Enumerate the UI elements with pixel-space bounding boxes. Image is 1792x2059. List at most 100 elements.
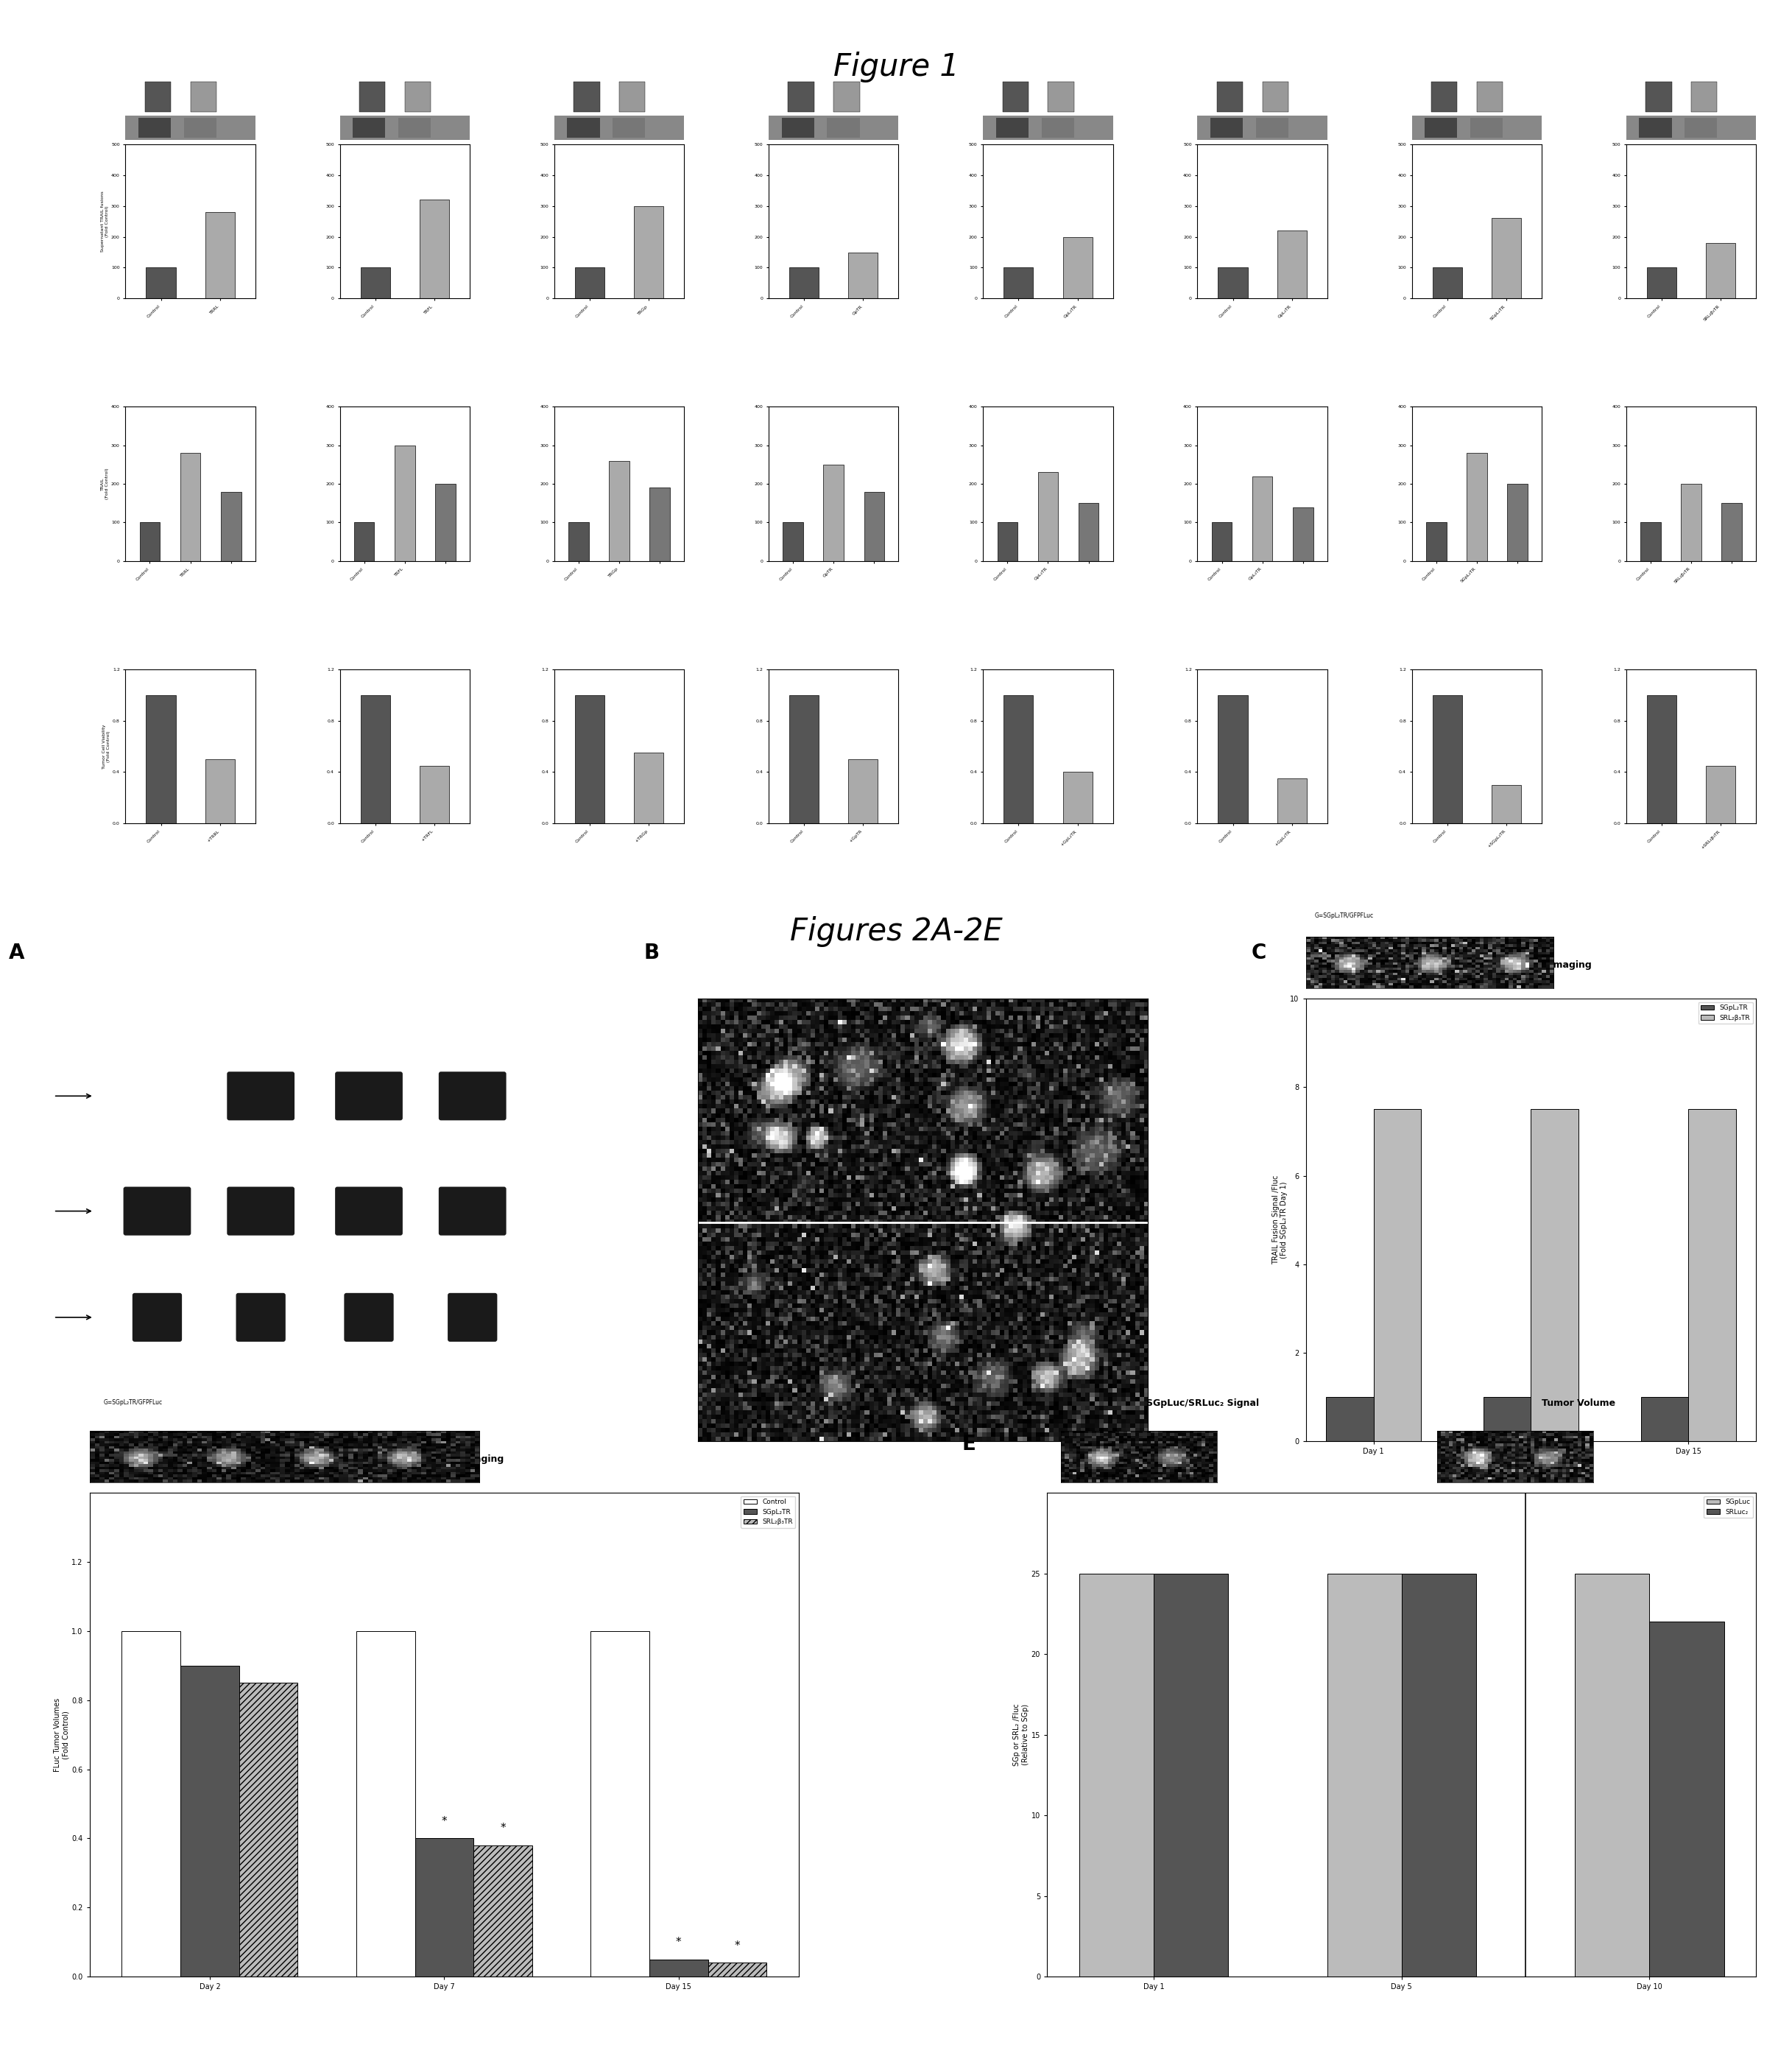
FancyBboxPatch shape [228, 1186, 294, 1235]
Bar [405, 82, 430, 111]
FancyBboxPatch shape [335, 1186, 403, 1235]
FancyBboxPatch shape [448, 1293, 496, 1342]
Bar [824, 465, 844, 560]
Bar [145, 82, 170, 111]
Bar [1432, 694, 1462, 824]
Bar [1278, 231, 1306, 299]
Bar [353, 117, 385, 138]
FancyBboxPatch shape [439, 1186, 505, 1235]
Bar [1722, 502, 1742, 560]
Bar [360, 268, 391, 299]
Text: SRL₂β₃TR: SRL₂β₃TR [355, 1495, 382, 1522]
Bar [1048, 82, 1073, 111]
Bar [181, 1666, 238, 1977]
FancyBboxPatch shape [228, 1071, 294, 1120]
Bar [1219, 268, 1247, 299]
Bar [1641, 1396, 1688, 1441]
Bar [634, 206, 663, 299]
Bar [1706, 243, 1735, 299]
Bar [1649, 1622, 1724, 1977]
Bar [147, 268, 176, 299]
Text: R=SRL₂β₃TR/GFPFLuc: R=SRL₂β₃TR/GFPFLuc [104, 1437, 165, 1445]
Legend: SGpLuc, SRLuc₂: SGpLuc, SRLuc₂ [1704, 1497, 1753, 1517]
Bar [573, 82, 600, 111]
Y-axis label: TRAIL Fusion Signal /Fluc
(Fold SGpL₂TR Day 1): TRAIL Fusion Signal /Fluc (Fold SGpL₂TR … [1272, 1176, 1288, 1264]
Bar [781, 117, 814, 138]
Text: S-TRAIL₄: S-TRAIL₄ [461, 1495, 484, 1517]
Bar [1530, 1110, 1579, 1441]
Text: C: C [1251, 943, 1267, 964]
Bar [1063, 237, 1093, 299]
Bar [1004, 268, 1034, 299]
Y-axis label: SGp or SRL₂ /Fluc
(Relative to SGp): SGp or SRL₂ /Fluc (Relative to SGp) [1012, 1703, 1029, 1767]
Bar [190, 82, 217, 111]
Bar [609, 461, 629, 560]
Bar [140, 523, 159, 560]
Legend: SGpL₂TR, SRL₂β₃TR: SGpL₂TR, SRL₂β₃TR [1699, 1003, 1753, 1023]
Bar [833, 82, 860, 111]
Text: *: * [500, 1822, 505, 1835]
Bar [398, 117, 430, 138]
Bar [620, 82, 645, 111]
Text: *: * [676, 1938, 681, 1948]
FancyBboxPatch shape [133, 1293, 183, 1342]
Bar [1278, 778, 1306, 824]
Bar [649, 1960, 708, 1977]
Bar [1154, 1573, 1228, 1977]
Y-axis label: Tumor Cell Viability
(Fold Control): Tumor Cell Viability (Fold Control) [102, 725, 111, 768]
Bar [1211, 523, 1231, 560]
Text: SGpLuc/SRLuc₂ Signal: SGpLuc/SRLuc₂ Signal [1147, 1398, 1260, 1408]
Bar [355, 523, 375, 560]
Bar [1575, 1573, 1649, 1977]
Bar [1079, 502, 1098, 560]
Bar [122, 1631, 181, 1977]
Bar [1253, 476, 1272, 560]
Bar [848, 760, 878, 824]
Bar [1210, 117, 1244, 138]
FancyBboxPatch shape [335, 1071, 403, 1120]
Bar [1491, 218, 1521, 299]
Bar [650, 488, 670, 560]
Title: 1) TRRL: 1) TRRL [179, 126, 201, 132]
Text: G=SGpL₂TR/GFPFLuc: G=SGpL₂TR/GFPFLuc [104, 1398, 163, 1406]
Bar [575, 694, 604, 824]
Bar [613, 117, 645, 138]
Bar [1426, 523, 1446, 560]
Text: Figure 1: Figure 1 [833, 51, 959, 82]
Bar [1640, 523, 1661, 560]
Bar [419, 766, 450, 824]
Bar [238, 1682, 297, 1977]
Bar [1219, 694, 1247, 824]
Bar [1038, 472, 1057, 560]
Bar [568, 523, 590, 560]
Bar [1262, 82, 1288, 111]
Bar [828, 117, 860, 138]
Bar [788, 694, 819, 824]
Title: S-TRAIL Fusion Imaging: S-TRAIL Fusion Imaging [1471, 962, 1591, 970]
Bar [220, 492, 242, 560]
Bar [204, 760, 235, 824]
Title: 8) SRL₂β₃TR: 8) SRL₂β₃TR [1674, 126, 1708, 132]
Bar [1484, 1396, 1530, 1441]
Bar [416, 1839, 473, 1977]
Bar [1640, 117, 1672, 138]
Bar [1688, 1110, 1736, 1441]
Bar [708, 1962, 767, 1977]
Text: Tumor Volume: Tumor Volume [1541, 1398, 1616, 1408]
Title: Tumor Volume Imaging: Tumor Volume Imaging [385, 1456, 504, 1464]
Bar [1326, 1396, 1373, 1441]
Bar [1647, 694, 1677, 824]
Text: G=SGpLuc/GFPFLuc: G=SGpLuc/GFPFLuc [1061, 1447, 1116, 1454]
Bar [848, 253, 878, 299]
Bar [1292, 507, 1314, 560]
Bar [1645, 82, 1672, 111]
Title: 2) TRFL: 2) TRFL [394, 126, 416, 132]
Text: G=SGpL₂TR/GFPFLuc: G=SGpL₂TR/GFPFLuc [1315, 912, 1374, 918]
Text: Control: Control [147, 1495, 168, 1515]
Bar [1684, 117, 1717, 138]
Text: *: * [735, 1940, 740, 1952]
Bar [591, 1631, 649, 1977]
Bar [1401, 1573, 1477, 1977]
Bar [1491, 784, 1521, 824]
Bar [147, 694, 176, 824]
